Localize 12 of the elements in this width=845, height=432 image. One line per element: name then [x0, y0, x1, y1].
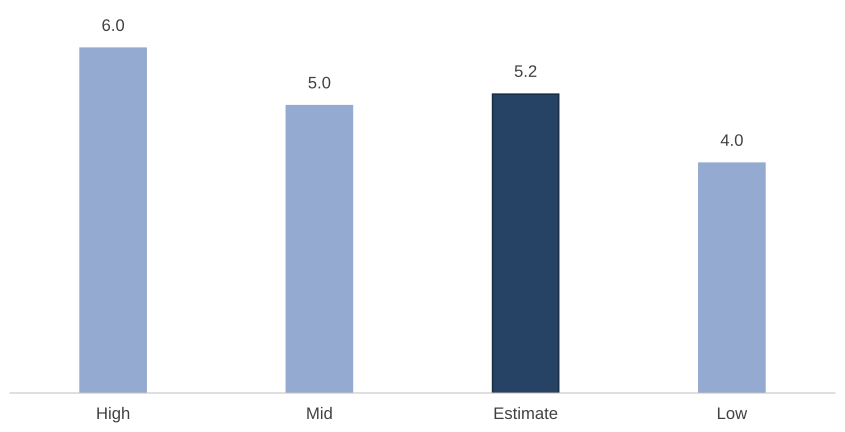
- x-tick-label: High: [97, 406, 130, 422]
- bar: [698, 162, 766, 393]
- x-tick-label: Mid: [307, 406, 332, 420]
- data-label: 5.0: [308, 76, 330, 89]
- x-tick-label: Low: [718, 408, 748, 420]
- bar: [286, 104, 354, 393]
- x-tick-label: Estimate: [494, 406, 558, 420]
- data-label: 6.0: [102, 19, 124, 32]
- bar: [492, 93, 560, 393]
- data-label: 4.0: [720, 134, 743, 146]
- bar: [79, 47, 147, 393]
- data-label: 5.2: [514, 65, 536, 78]
